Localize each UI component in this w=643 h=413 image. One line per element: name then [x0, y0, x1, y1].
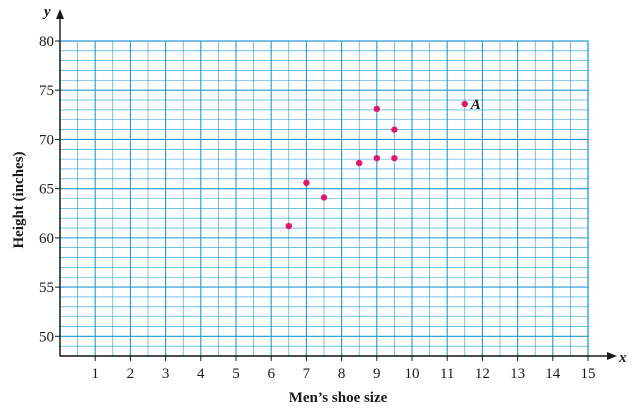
x-tick-label: 8 — [338, 366, 346, 382]
x-tick-label: 11 — [440, 366, 454, 382]
x-tick-label: 1 — [91, 366, 99, 382]
y-tick-label: 65 — [39, 182, 54, 198]
y-tick-label: 50 — [39, 329, 54, 345]
y-axis-letter: y — [42, 4, 51, 20]
data-point — [373, 105, 380, 113]
x-tick-label: 7 — [303, 366, 311, 382]
data-point — [356, 159, 363, 167]
axes — [56, 9, 617, 360]
data-point — [303, 179, 310, 186]
x-axis-title: Men’s shoe size — [289, 390, 388, 406]
x-tick-label: 10 — [405, 366, 420, 382]
x-tick-label: 15 — [581, 366, 596, 382]
y-tick-label: 70 — [39, 132, 54, 148]
y-tick-label: 80 — [39, 34, 54, 50]
x-tick-label: 4 — [197, 366, 205, 382]
x-axis-arrow — [607, 352, 617, 360]
data-point — [391, 126, 398, 133]
y-tick-label: 60 — [39, 231, 54, 247]
x-tick-label: 5 — [232, 366, 240, 382]
x-tick-label: 9 — [373, 366, 381, 382]
x-tick-label: 14 — [545, 366, 561, 382]
y-tick-label: 55 — [39, 280, 54, 296]
data-point — [320, 194, 328, 201]
y-axis-title: Height (inches) — [11, 151, 27, 248]
x-tick-label: 6 — [267, 366, 275, 382]
data-point — [391, 154, 398, 162]
grid — [59, 40, 589, 357]
point-label: A — [470, 97, 481, 113]
y-axis-arrow — [56, 9, 64, 19]
data-point — [461, 100, 468, 108]
data-points: A — [285, 97, 481, 230]
x-tick-label: 12 — [475, 366, 490, 382]
x-axis-letter: x — [618, 350, 627, 366]
x-tick-label: 2 — [127, 366, 135, 382]
x-tick-label: 13 — [510, 366, 525, 382]
y-tick-label: 75 — [39, 83, 54, 99]
data-point — [285, 222, 292, 230]
x-tick-label: 3 — [162, 366, 170, 382]
data-point — [373, 154, 380, 162]
